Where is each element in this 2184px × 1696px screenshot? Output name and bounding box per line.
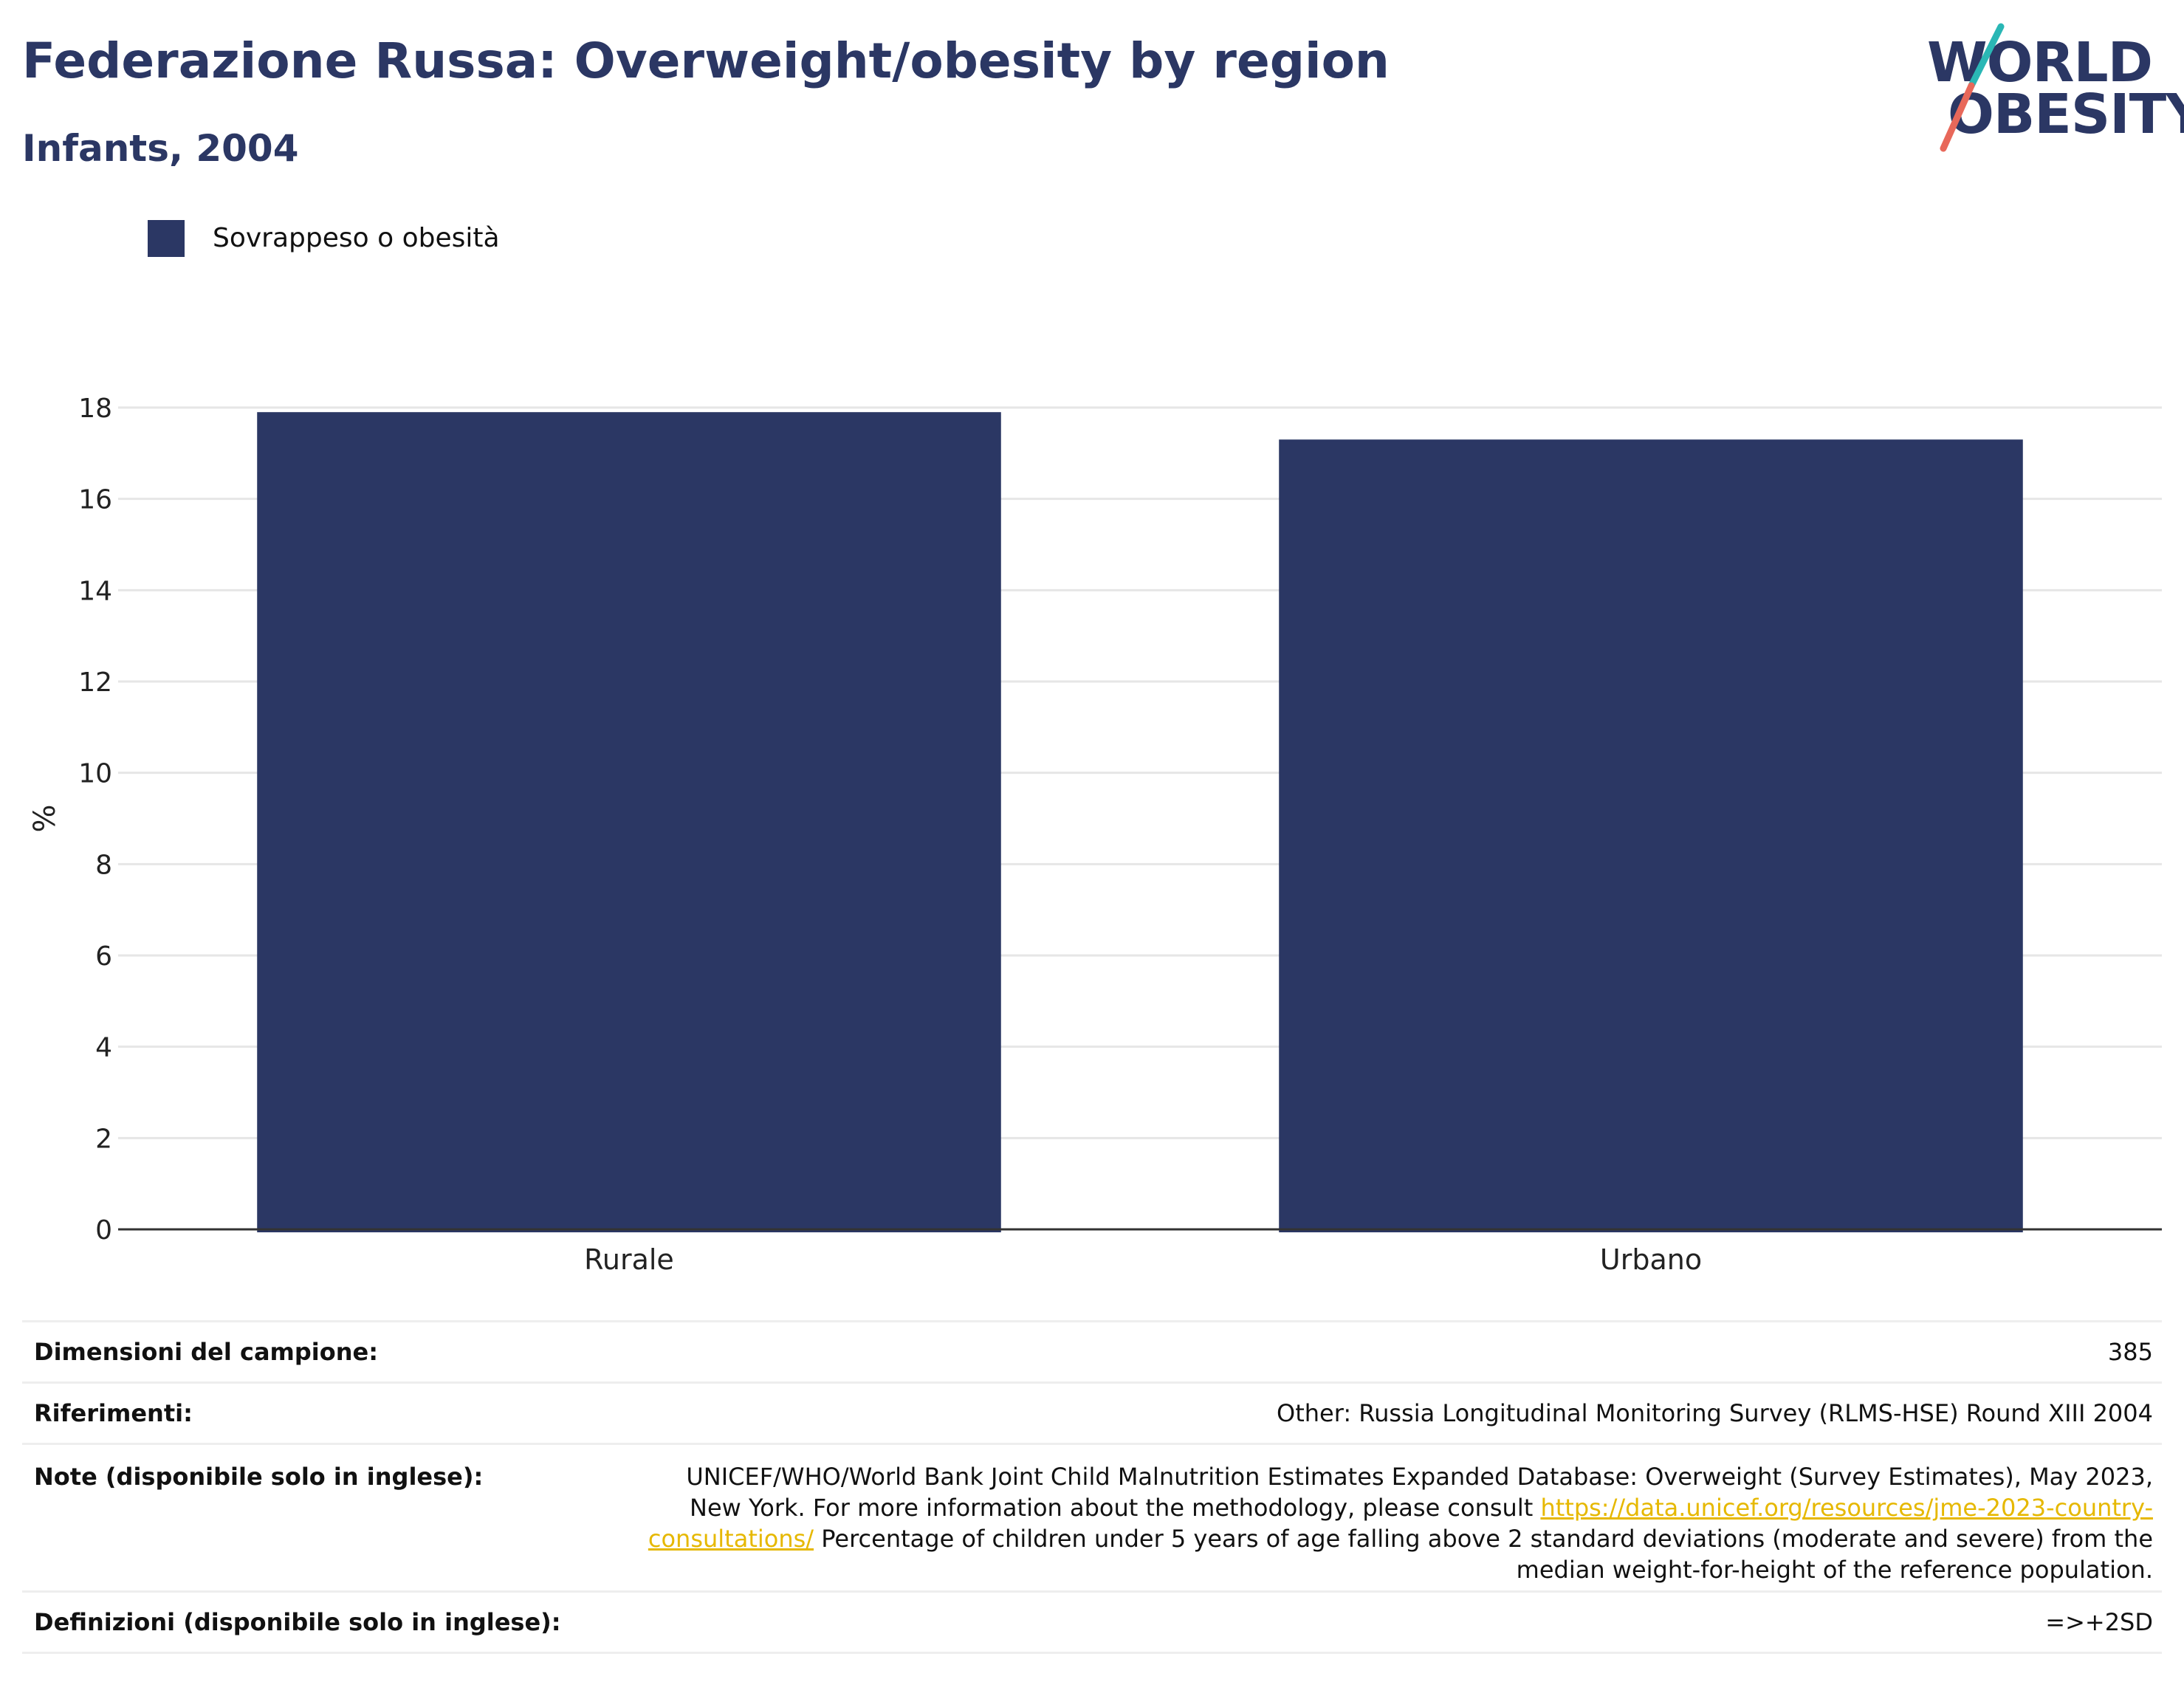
legend-label: Sovrappeso o obesità [213,223,500,253]
info-row-notes: Note (disponibile solo in inglese): UNIC… [22,1443,2162,1590]
info-row-references: Riferimenti: Other: Russia Longitudinal … [22,1381,2162,1443]
references-value: Other: Russia Longitudinal Monitoring Su… [1277,1399,2153,1427]
definitions-value: =>+2SD [2045,1608,2153,1636]
definitions-label: Definizioni (disponibile solo in inglese… [34,1608,561,1636]
y-tick-label: 18 [78,394,112,424]
notes-label: Note (disponibile solo in inglese): [34,1463,484,1491]
bar-urbano [1279,439,2023,1232]
chart-title: Federazione Russa: Overweight/obesity by… [22,32,1390,89]
y-tick-label: 14 [78,576,112,606]
y-tick-label: 12 [78,667,112,698]
info-row-sample-size: Dimensioni del campione: 385 [22,1320,2162,1381]
y-tick-label: 2 [95,1124,112,1154]
y-tick-label: 6 [95,941,112,972]
y-tick-label: 4 [95,1033,112,1063]
logo-slash-icon [1940,23,2005,152]
notes-value: UNICEF/WHO/World Bank Joint Child Malnut… [647,1461,2162,1585]
y-tick-label: 16 [78,485,112,515]
methodology-link[interactable]: https://data.unicef.org/resources/jme-20… [648,1494,2153,1553]
legend-swatch [148,220,185,257]
world-obesity-logo: WORLD OBESITY [1927,19,2184,159]
logo-word-2: OBESITY [1948,83,2184,146]
y-axis-label: % [28,804,62,832]
y-tick-label: 8 [95,850,112,880]
references-label: Riferimenti: [34,1399,193,1427]
x-tick-label: Urbano [1600,1243,1702,1276]
logo-word-1: WORLD [1927,31,2153,95]
sample-size-label: Dimensioni del campione: [34,1338,379,1366]
y-tick-label: 0 [95,1215,112,1246]
y-tick-label: 10 [78,759,112,789]
notes-text: UNICEF/WHO/World Bank Joint Child Malnut… [686,1463,2153,1522]
bar-rurale [257,412,1001,1232]
bar-chart: 0 2 4 6 8 10 12 14 16 18 Rurale Urbano% [28,394,2162,1276]
info-table: Dimensioni del campione: 385 Riferimenti… [22,1320,2162,1654]
info-row-definitions: Definizioni (disponibile solo in inglese… [22,1590,2162,1654]
x-tick-label: Rurale [584,1243,674,1276]
sample-size-value: 385 [2107,1338,2153,1366]
chart-subtitle: Infants, 2004 [22,127,299,170]
notes-definition-text: Percentage of children under 5 years of … [821,1525,2153,1584]
